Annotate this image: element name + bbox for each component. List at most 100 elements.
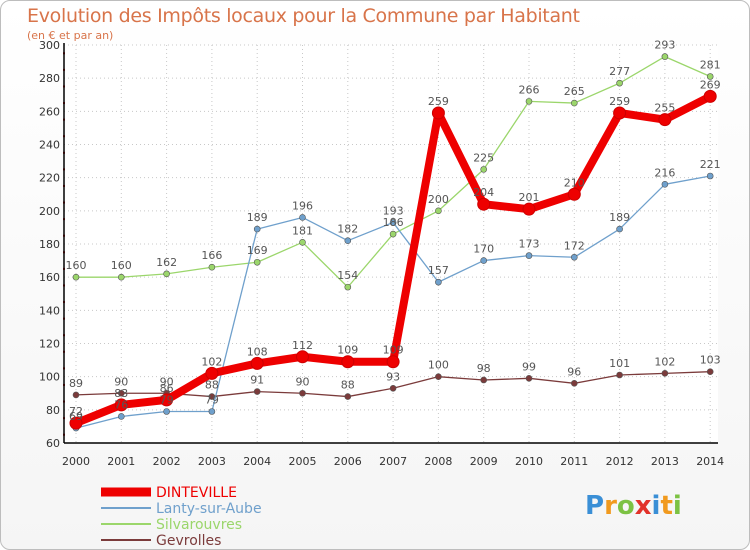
data-label: 88 [341,379,355,392]
data-label: 172 [564,239,585,252]
data-label: 277 [609,65,630,78]
data-point [118,273,125,281]
x-tick-label: 2001 [107,455,135,468]
x-tick-label: 2011 [560,455,588,468]
data-point [435,207,442,215]
data-label: 162 [156,256,177,269]
data-label: 281 [700,59,721,72]
data-label: 225 [473,151,494,164]
data-label: 196 [292,199,313,212]
data-label: 293 [654,39,675,52]
data-point [389,384,397,392]
data-label: 102 [201,355,222,368]
data-label: 103 [700,354,721,367]
logo-letter: o [616,491,635,521]
data-label: 154 [337,269,358,282]
legend-label: Lanty-sur-Aube [156,501,262,517]
data-point [163,408,170,415]
data-label: 98 [477,362,491,375]
data-point [703,89,717,103]
legend-label: Gevrolles [156,533,221,549]
y-tick-label: 140 [39,304,60,317]
y-tick-label: 160 [39,271,60,284]
logo-letter: P [585,491,605,521]
data-label: 166 [201,249,222,262]
data-point [522,202,536,216]
data-point [658,113,672,127]
data-label: 100 [428,359,449,372]
data-label: 90 [114,375,128,388]
data-label: 221 [700,158,721,171]
data-point [661,370,669,377]
data-point [613,106,627,120]
y-tick-label: 280 [39,72,60,85]
y-tick-label: 300 [39,39,60,52]
y-tick-label: 120 [39,338,60,351]
data-label: 109 [383,344,404,357]
data-point [296,350,309,364]
data-point [480,257,488,264]
data-point [253,225,261,233]
data-label: 216 [654,166,675,179]
x-tick-label: 2007 [379,455,407,468]
data-point [72,273,80,281]
data-point [480,166,488,173]
data-label: 173 [519,238,540,251]
data-point [118,413,125,420]
data-label: 79 [205,393,219,406]
data-point [661,53,669,60]
data-point [208,263,216,271]
data-label: 201 [519,191,540,204]
data-label: 112 [292,339,313,352]
x-tick-label: 2012 [606,455,634,468]
data-point [706,368,714,375]
chart-subtitle: (en € et par an) [27,29,114,42]
data-label: 200 [428,193,449,206]
data-point [299,214,306,221]
x-tick-label: 2014 [696,455,724,468]
data-point [616,79,623,87]
data-label: 102 [654,355,675,368]
data-point [435,373,442,380]
data-point [525,98,533,105]
data-point [344,393,352,400]
data-point [661,181,669,188]
data-label: 259 [428,95,449,108]
logo-letter: i [651,491,661,521]
data-label: 160 [111,259,132,272]
data-label: 266 [519,83,540,96]
data-point [616,225,623,233]
x-tick-label: 2006 [334,455,362,468]
data-point [344,283,352,291]
data-label: 255 [654,102,675,115]
data-point [386,355,400,369]
data-point [69,416,83,430]
x-tick-label: 2004 [243,455,271,468]
data-label: 76 [114,398,128,411]
x-tick-label: 2003 [198,455,226,468]
data-point [160,393,174,407]
logo-letter: t [660,491,673,521]
y-tick-label: 200 [39,205,60,218]
legend-label: DINTEVILLE [156,485,237,501]
data-point [389,219,397,226]
data-point [435,278,442,286]
data-label: 265 [564,85,585,98]
data-point [118,389,125,397]
logo-letter: r [604,491,617,521]
data-label: 72 [69,405,83,418]
data-label: 169 [247,244,268,257]
data-point [570,253,578,261]
x-tick-label: 2010 [515,455,543,468]
data-point [570,379,578,387]
x-tick-label: 2005 [289,455,317,468]
data-point [299,239,306,246]
data-label: 69 [69,410,83,423]
data-label: 181 [292,224,313,237]
data-label: 90 [296,375,310,388]
data-point [114,398,128,412]
data-point [250,356,264,370]
data-point [299,389,306,397]
